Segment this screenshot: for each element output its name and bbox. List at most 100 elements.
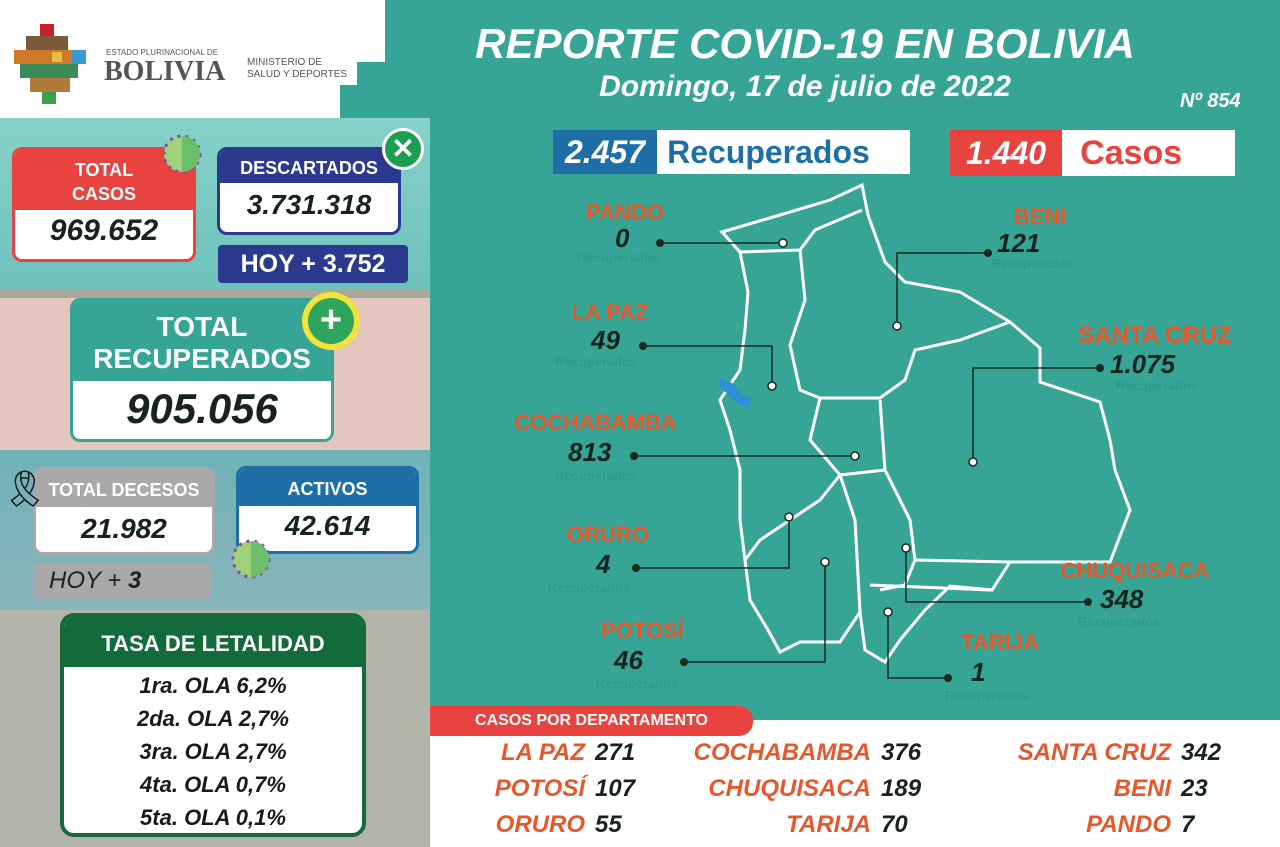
logo-bolivia-text: BOLIVIA — [104, 56, 226, 87]
recuperados-today-label: Recuperados — [667, 133, 870, 170]
casos-por-departamento-title: CASOS POR DEPARTAMENTO — [430, 706, 753, 736]
dept-cochabamba: COCHABAMBA 813 Recuperados — [503, 410, 688, 483]
dept-value: 49 — [591, 325, 620, 355]
letalidad-row: 3ra. OLA 2,7% — [139, 739, 287, 764]
total-recuperados-value: 905.056 — [126, 385, 278, 432]
dept-name: POTOSÍ — [601, 618, 684, 643]
total-recuperados-card: TOTAL RECUPERADOS 905.056 — [70, 298, 334, 442]
casos-today-box: 1.440 Casos — [950, 130, 1235, 176]
dept-value: 1.075 — [1110, 349, 1176, 379]
letalidad-row: 1ra. OLA 6,2% — [139, 673, 287, 698]
total-recuperados-label: TOTAL RECUPERADOS — [73, 301, 331, 381]
logo-small-text: ESTADO PLURINACIONAL DE — [106, 48, 219, 57]
decesos-hoy-value: 3 — [127, 567, 142, 594]
table-cell-value: 55 — [595, 811, 622, 838]
ministry-line2: SALUD Y DEPORTES — [247, 69, 348, 80]
decesos-hoy-label: HOY + — [49, 567, 122, 594]
virus-icon — [162, 134, 202, 174]
dept-value: 4 — [596, 549, 611, 579]
dept-value: 813 — [568, 437, 612, 467]
label-line: CASOS — [71, 184, 136, 204]
dept-pando: PANDO 0 Recuperados — [565, 200, 685, 265]
casos-table: LA PAZ 271 COCHABAMBA 376 SANTA CRUZ 342 PO… — [430, 738, 1280, 840]
table-cell-name: LA PAZ — [501, 739, 585, 766]
casos-today-value: 1.440 — [950, 130, 1063, 176]
dept-name: TARIJA — [961, 630, 1039, 655]
dept-sublabel: Recuperados — [945, 688, 1028, 703]
lake-titicaca — [720, 378, 752, 408]
label-line: TOTAL — [156, 311, 248, 342]
dept-potosi: POTOSÍ 46 Recuperados — [590, 618, 695, 691]
table-cell-value: 376 — [881, 739, 922, 766]
casos-por-departamento — [430, 720, 1280, 847]
table-cell-name: SANTA CRUZ — [1017, 739, 1171, 766]
ministry-line1: MINISTERIO DE — [247, 57, 323, 68]
map-points — [767, 238, 978, 617]
mourning-ribbon-icon: 🎗 — [2, 468, 48, 509]
recuperados-today-box: 2.457 Recuperados — [553, 130, 910, 174]
dept-oruro: ORURO 4 Recuperados — [548, 522, 668, 595]
table-cell-value: 23 — [1181, 775, 1208, 802]
step-decor — [340, 85, 385, 118]
recuperados-today-value: 2.457 — [553, 130, 658, 174]
map-outline — [718, 182, 1132, 665]
label-line: RECUPERADOS — [93, 343, 311, 374]
total-decesos-value: 21.982 — [81, 513, 167, 544]
report-number: Nº 854 — [1180, 90, 1241, 112]
close-x-icon: ✕ — [382, 128, 424, 170]
table-cell-value: 271 — [595, 739, 636, 766]
leader-lines — [634, 242, 1100, 679]
total-decesos-card: TOTAL DECESOS 21.982 — [33, 467, 215, 555]
dept-sublabel: Recuperados — [596, 676, 679, 691]
letalidad-row: 2da. OLA 2,7% — [136, 706, 289, 731]
dept-name: CHUQUISACA — [1060, 558, 1210, 583]
letalidad-list: 1ra. OLA 6,2% 2da. OLA 2,7% 3ra. OLA 2,7… — [64, 667, 362, 833]
table-cell-name: CHUQUISACA — [708, 775, 871, 802]
total-casos-label: TOTAL CASOS — [15, 150, 193, 210]
table-cell-name: COCHABAMBA — [693, 739, 871, 766]
table-cell-value: 342 — [1181, 739, 1222, 766]
table-cell-name: TARIJA — [786, 811, 871, 838]
table-cell-name: PANDO — [1086, 811, 1171, 838]
virus-icon — [231, 539, 271, 579]
dept-sublabel: Recuperados — [577, 250, 660, 265]
step-decor — [357, 62, 385, 85]
total-casos-card: TOTAL CASOS 969.652 — [12, 147, 196, 262]
letalidad-row: 4ta. OLA 0,7% — [140, 772, 286, 797]
table-cell-value: 70 — [881, 811, 908, 838]
dept-name: SANTA CRUZ — [1078, 322, 1232, 349]
dept-name: COCHABAMBA — [514, 410, 677, 435]
total-casos-value: 969.652 — [49, 214, 159, 247]
leader-dots — [630, 239, 1104, 682]
report-date: Domingo, 17 de julio de 2022 — [599, 70, 1011, 103]
dept-sublabel: Recuperados — [555, 354, 638, 369]
casos-today-label: Casos — [1080, 133, 1183, 172]
descartados-value: 3.731.318 — [246, 189, 372, 220]
dept-sublabel: Recuperados — [555, 468, 638, 483]
letalidad-card: TASA DE LETALIDAD 1ra. OLA 6,2% 2da. OLA… — [60, 613, 366, 837]
activos-card: ACTIVOS 42.614 — [236, 466, 419, 554]
table-cell-value: 7 — [1181, 811, 1195, 838]
decesos-hoy: HOY + 3 — [33, 563, 211, 599]
dept-name: ORURO — [567, 522, 649, 547]
ministry-name: MINISTERIO DE SALUD Y DEPORTES — [247, 57, 347, 81]
descartados-card: DESCARTADOS 3.731.318 — [217, 147, 401, 235]
dept-name: PANDO — [586, 200, 664, 225]
descartados-label: DESCARTADOS — [220, 150, 398, 183]
dept-sublabel: Recuperados — [991, 256, 1074, 271]
table-cell-value: 107 — [595, 775, 636, 802]
dept-sublabel: Recuperados — [1116, 378, 1199, 393]
dept-tarija: TARIJA 1 Recuperados — [945, 630, 1055, 703]
dept-la-paz: LA PAZ 49 Recuperados — [555, 300, 665, 369]
table-cell-name: BENI — [1113, 775, 1171, 802]
descartados-hoy: HOY + 3.752 — [218, 245, 408, 283]
dept-sublabel: Recuperados — [548, 580, 631, 595]
dept-value: 46 — [614, 645, 643, 675]
letalidad-row: 5ta. OLA 0,1% — [140, 805, 286, 830]
plus-icon: + — [302, 292, 360, 350]
header-band — [385, 0, 1280, 118]
dept-sublabel: Recuperados — [1078, 614, 1161, 629]
total-decesos-label: TOTAL DECESOS — [36, 470, 212, 507]
dept-beni: BENI 121 Recuperados — [985, 204, 1095, 271]
label-line: TOTAL — [74, 160, 134, 180]
